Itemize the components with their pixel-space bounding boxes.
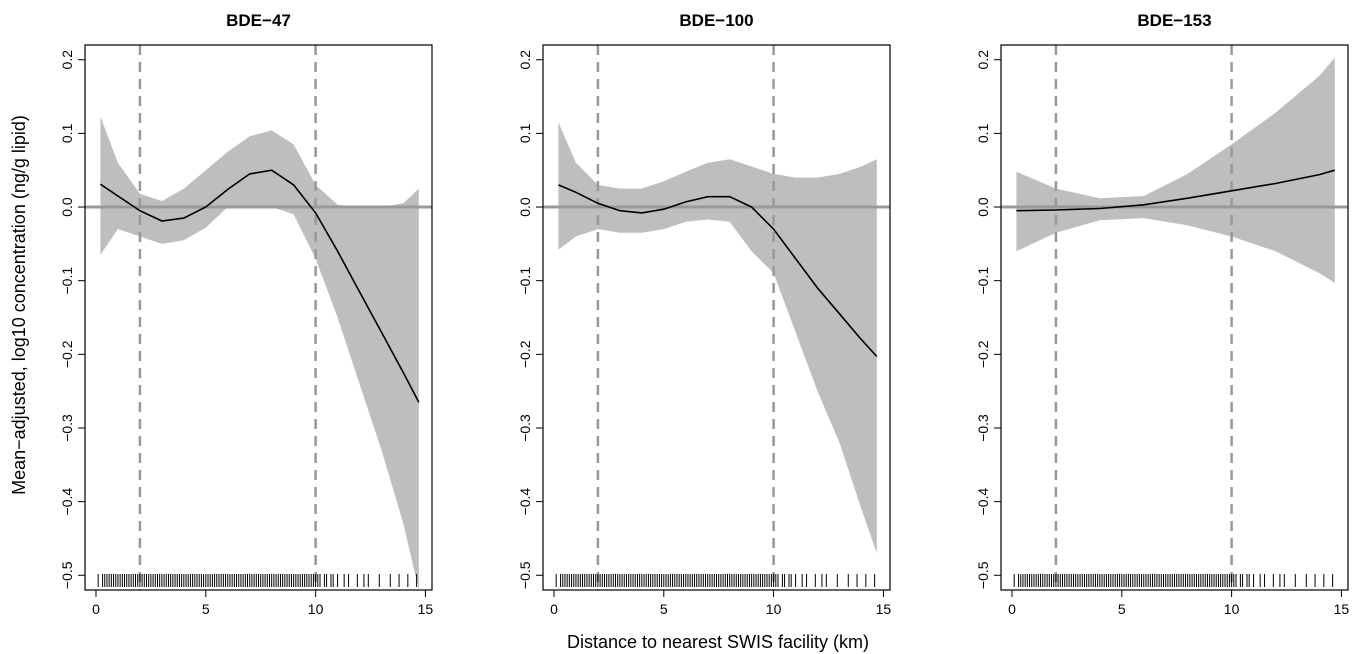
panels: BDE−47 0 5 10 15 −0.5 −0.4 −0.3 −0.2 −0.1 0.0 0.1 0.… [59, 11, 1349, 617]
y-tick-label: −0.2 [59, 340, 75, 368]
x-tick-label: 10 [766, 601, 782, 617]
fitted-curve [99, 169, 420, 403]
fitted-curve [1016, 169, 1336, 212]
y-tick-label: −0.3 [517, 414, 533, 442]
y-tick-label: −0.2 [975, 340, 991, 368]
y-tick-label: −0.3 [59, 414, 75, 442]
y-tick-label: −0.1 [59, 267, 75, 295]
plot-frame [84, 44, 433, 591]
x-tick-label: 5 [1118, 601, 1126, 617]
y-tick-label: −0.1 [517, 267, 533, 295]
x-tick-label: 5 [660, 601, 668, 617]
y-tick-label: −0.4 [59, 488, 75, 516]
y-tick-label: −0.5 [59, 561, 75, 589]
y-tick-label: 0.0 [59, 197, 75, 217]
y-tick-label: −0.4 [517, 488, 533, 516]
x-tick-label: 15 [418, 601, 434, 617]
confidence-band [1016, 57, 1335, 283]
y-axis-title: Mean−adjusted, log10 concentration (ng/g… [9, 115, 29, 495]
x-tick-label: 10 [1224, 601, 1240, 617]
y-tick-label: −0.1 [975, 267, 991, 295]
plot-frame [542, 44, 891, 591]
plot-frame [1000, 44, 1349, 591]
y-tick-label: 0.2 [975, 50, 991, 70]
y-tick-label: 0.0 [975, 197, 991, 217]
panel-title: BDE−47 [226, 11, 291, 30]
panel-title: BDE−100 [679, 11, 753, 30]
x-tick-label: 15 [1334, 601, 1350, 617]
y-tick-label: 0.1 [517, 123, 533, 143]
chart-panel-2: BDE−100 0 5 10 15 −0.5 −0.4 −0.3 −0.2 −0.1 0.0 0.1 0… [517, 11, 891, 617]
confidence-band [100, 116, 419, 591]
y-tick-label: 0.1 [975, 123, 991, 143]
y-tick-label: 0.1 [59, 123, 75, 143]
x-tick-label: 10 [308, 601, 324, 617]
panel-title: BDE−153 [1137, 11, 1211, 30]
y-tick-label: 0.0 [517, 197, 533, 217]
chart-panel-3: BDE−153 0 5 10 15 −0.5 −0.4 −0.3 −0.2 −0.1 0.0 0.1 0… [975, 11, 1349, 617]
x-tick-label: 5 [202, 601, 210, 617]
y-tick-label: −0.5 [517, 561, 533, 589]
x-tick-label: 0 [92, 601, 100, 617]
y-tick-label: −0.2 [517, 340, 533, 368]
y-tick-label: −0.5 [975, 561, 991, 589]
x-tick-label: 0 [1008, 601, 1016, 617]
x-axis-title: Distance to nearest SWIS facility (km) [567, 632, 869, 652]
chart-panel-1: BDE−47 0 5 10 15 −0.5 −0.4 −0.3 −0.2 −0.1 0.0 0.1 0.… [59, 11, 433, 617]
y-tick-label: 0.2 [59, 50, 75, 70]
x-tick-label: 0 [550, 601, 558, 617]
y-tick-label: −0.3 [975, 414, 991, 442]
fitted-curve [558, 184, 878, 358]
x-tick-label: 15 [876, 601, 892, 617]
y-tick-label: −0.4 [975, 488, 991, 516]
y-tick-label: 0.2 [517, 50, 533, 70]
confidence-band [558, 122, 877, 554]
